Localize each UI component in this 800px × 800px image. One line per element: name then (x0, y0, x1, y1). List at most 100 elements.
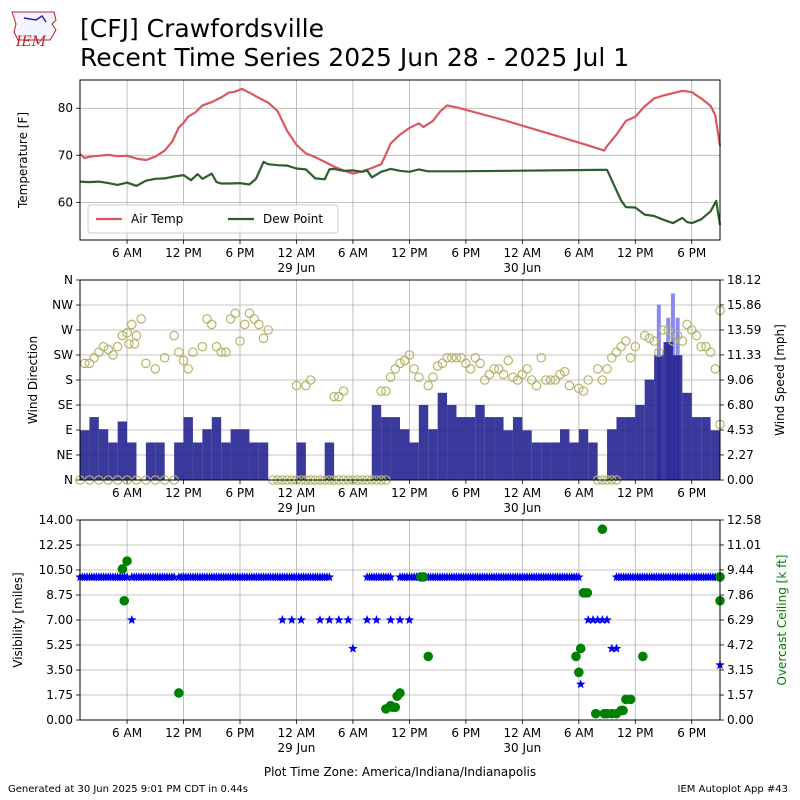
wind-direction-point (254, 319, 264, 330)
speed-bar (644, 379, 655, 480)
visibility-point (315, 615, 325, 624)
y-tick-label: N (64, 473, 73, 487)
wind-direction-point (126, 319, 137, 330)
wind-direction-point (442, 352, 452, 363)
wind-direction-point (108, 350, 118, 360)
y2-tick-label: 11.33 (727, 348, 761, 362)
speed-bar (635, 404, 645, 480)
y2-tick-label: 4.72 (727, 638, 754, 652)
wind-direction-point (206, 319, 217, 330)
ceiling-point (418, 572, 429, 582)
wind-direction-point (301, 380, 311, 391)
speed-bar (465, 417, 476, 480)
chart-title-line1: [CFJ] Crawfordsville (80, 14, 325, 43)
wind-direction-point (385, 372, 396, 383)
wind-direction-point (654, 347, 664, 358)
wind-direction-point (526, 375, 537, 385)
y-tick-label: 80 (58, 101, 73, 115)
date-label: 29 Jun (278, 261, 316, 275)
y2-tick-label: 4.53 (727, 423, 754, 437)
wind-direction-point (202, 314, 212, 324)
x-tick-label: 6 PM (451, 726, 480, 740)
y2-tick-label: 3.15 (727, 663, 754, 677)
wind-direction-point (178, 355, 189, 366)
wind-direction-point (159, 352, 170, 363)
y2-axis-label: Wind Speed [mph] (773, 324, 787, 436)
speed-bar (503, 430, 513, 480)
ceiling-point (122, 556, 132, 566)
visibility-point (597, 615, 608, 624)
wind-direction-point (239, 319, 250, 330)
speed-bar (560, 429, 570, 480)
x-tick-label: 12 PM (391, 246, 428, 260)
legend-label: Air Temp (131, 212, 183, 226)
wind-direction-point (117, 330, 128, 341)
date-label: 29 Jun (278, 741, 316, 755)
y-axis-label: Wind Direction (26, 336, 40, 424)
speed-bar (625, 417, 636, 480)
y2-tick-label: 11.01 (727, 538, 761, 552)
ceiling-point (119, 595, 130, 606)
wind-direction-point (84, 358, 95, 369)
wind-direction-point (658, 325, 669, 335)
speed-bar (701, 417, 711, 480)
visibility-point (583, 615, 593, 624)
wind-direction-point (129, 339, 140, 349)
date-label: 29 Jun (278, 501, 316, 515)
x-tick-label: 6 AM (338, 726, 368, 740)
wind-direction-point (221, 347, 231, 358)
wind-direction-point (564, 380, 575, 391)
speed-bar (654, 355, 664, 480)
wind-direction-point (446, 352, 457, 363)
speed-bar (249, 442, 259, 480)
y-tick-label: 3.50 (46, 663, 73, 677)
wind-direction-point (630, 341, 641, 352)
wind-direction-point (710, 364, 721, 374)
y-tick-label: 8.75 (46, 588, 73, 602)
visibility-point (371, 615, 382, 624)
y2-tick-label: 1.57 (727, 688, 754, 702)
speed-bar (475, 404, 485, 480)
y-tick-label: 60 (58, 195, 73, 209)
wind-direction-point (512, 375, 523, 385)
speed-bar (174, 442, 184, 480)
x-tick-label: 12 PM (165, 246, 202, 260)
wind-direction-point (89, 352, 99, 363)
ceiling-point (423, 651, 434, 662)
x-tick-label: 6 PM (451, 486, 480, 500)
x-tick-label: 6 PM (677, 726, 706, 740)
wind-direction-point (141, 358, 151, 369)
speed-bar (390, 417, 400, 480)
speed-bar (127, 442, 137, 480)
visibility-point (611, 643, 622, 653)
y2-tick-label: 15.86 (727, 298, 761, 312)
y-tick-label: E (65, 423, 73, 437)
speed-bar (202, 429, 212, 480)
wind-direction-point (644, 333, 655, 344)
wind-direction-point (663, 325, 674, 335)
visibility-point (324, 572, 335, 582)
wind-direction-point (616, 341, 626, 352)
series-line-dew-point (79, 160, 722, 226)
series-line-air-temp (79, 87, 722, 175)
ceiling-point (618, 705, 628, 716)
speed-bar (192, 442, 203, 480)
y-tick-label: 12.25 (39, 538, 73, 552)
speed-bar (578, 429, 589, 480)
wind-direction-point (555, 369, 565, 380)
ceiling-point (117, 564, 128, 574)
wind-direction-point (414, 372, 424, 383)
wind-direction-point (668, 336, 678, 346)
ceiling-point (395, 688, 405, 698)
wind-direction-point (682, 319, 692, 330)
wind-direction-point (225, 314, 236, 324)
speed-bar (108, 442, 118, 480)
wind-direction-point (677, 336, 688, 346)
x-tick-label: 12 PM (391, 726, 428, 740)
speed-bar (484, 417, 495, 480)
speed-bar (98, 429, 109, 480)
speed-bar (541, 442, 551, 480)
visibility-point (127, 615, 137, 624)
wind-direction-point (484, 369, 495, 380)
speed-bar (145, 442, 156, 480)
